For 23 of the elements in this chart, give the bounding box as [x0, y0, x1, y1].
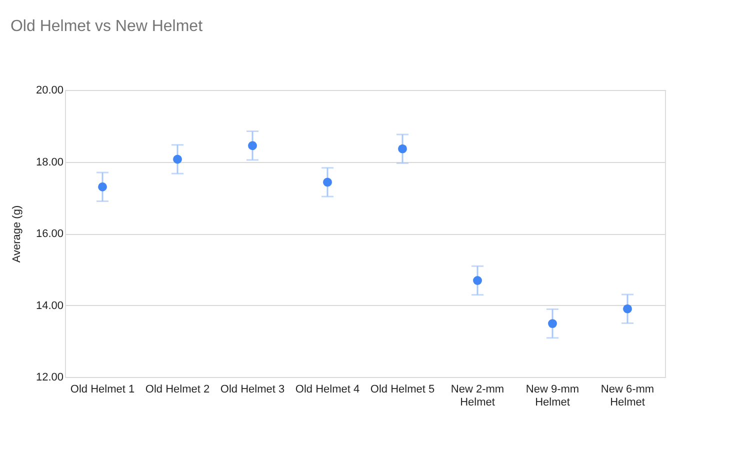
point	[98, 182, 107, 192]
x-tick-label: Old Helmet 3	[220, 384, 285, 396]
y-tick-label: 18.00	[36, 156, 64, 168]
point	[623, 304, 632, 314]
y-axis-title: Average (g)	[10, 205, 23, 263]
x-tick-label: Old Helmet 5	[370, 384, 435, 396]
x-tick-label: New 2-mm Helmet	[450, 384, 504, 408]
chart-title: Old Helmet vs New Helmet	[10, 18, 204, 35]
point	[398, 144, 407, 154]
point	[173, 154, 182, 164]
point	[323, 178, 332, 187]
y-tick-label: 14.00	[36, 300, 64, 312]
x-tick-label: New 6-mm Helmet	[600, 384, 654, 408]
x-tick-label: Old Helmet 4	[295, 384, 360, 396]
point	[248, 141, 257, 150]
point	[548, 319, 557, 328]
x-tick-label: Old Helmet 1	[70, 384, 135, 396]
x-tick-label: Old Helmet 2	[145, 384, 210, 396]
y-tick-label: 12.00	[36, 372, 64, 384]
x-tick-label: New 9-mm Helmet	[526, 384, 580, 408]
y-tick-label: 20.00	[36, 84, 64, 96]
y-tick-label: 16.00	[36, 228, 64, 240]
point	[473, 276, 482, 285]
